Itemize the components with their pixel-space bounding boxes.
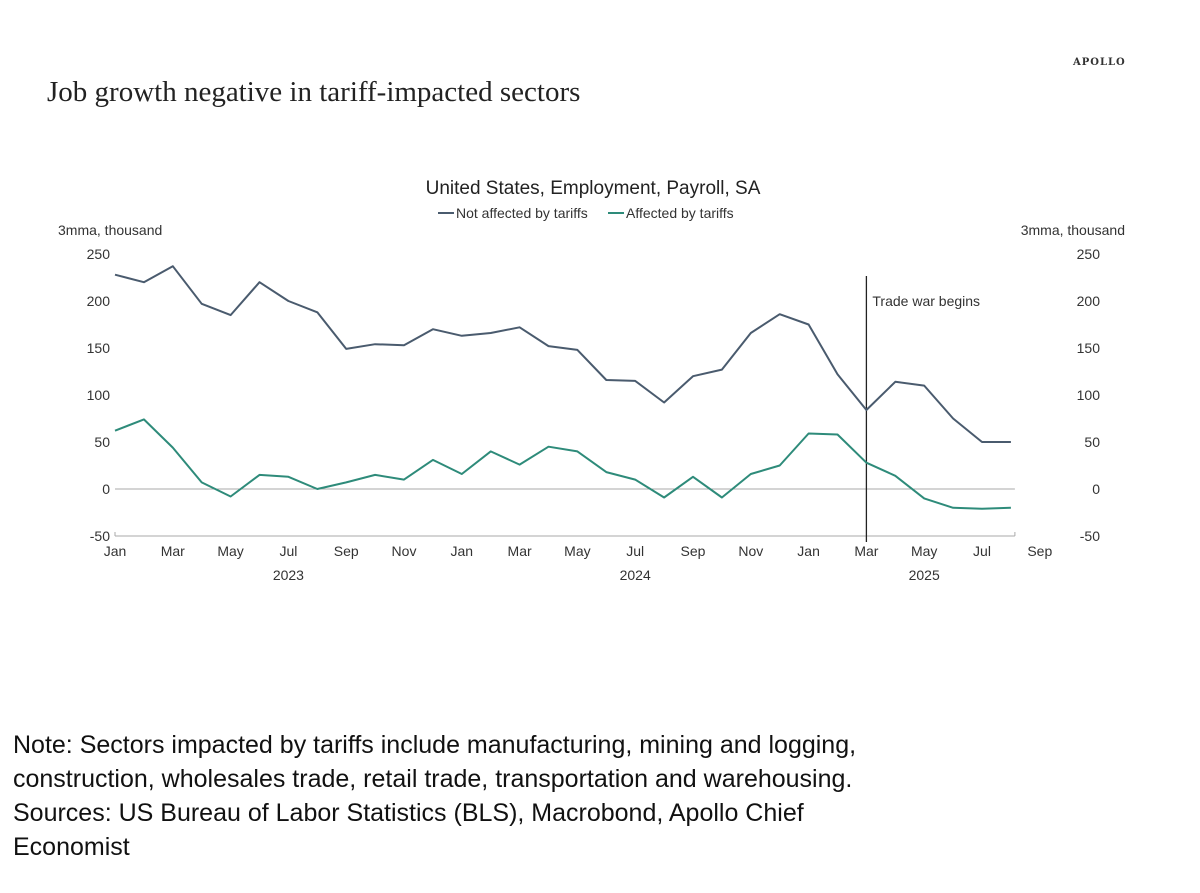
headline: Job growth negative in tariff-impacted s… [47, 76, 581, 108]
note-line: Note: Sectors impacted by tariffs includ… [13, 731, 857, 759]
y-tick-label-left: 250 [87, 246, 111, 262]
x-tick-label: Mar [161, 543, 185, 559]
x-tick-label: May [564, 543, 590, 559]
y-tick-label-left: 200 [87, 293, 111, 309]
legend-label-not-affected: Not affected by tariffs [456, 205, 588, 221]
x-year-label: 2023 [273, 567, 304, 583]
x-tick-label: Mar [508, 543, 532, 559]
note: Note: Sectors impacted by tariffs includ… [13, 728, 1193, 864]
x-year-label: 2025 [909, 567, 940, 583]
x-tick-label: Jan [104, 543, 127, 559]
y-tick-label-left: 50 [94, 434, 110, 450]
y-tick-label-left: 100 [87, 387, 111, 403]
x-tick-label: Nov [738, 543, 763, 559]
y-tick-label-right: 0 [1092, 481, 1100, 497]
y-tick-label-right: 50 [1084, 434, 1100, 450]
x-tick-label: Sep [1027, 543, 1052, 559]
legend: Not affected by tariffs Affected by tari… [438, 205, 734, 221]
x-tick-label: May [217, 543, 243, 559]
y-tick-label-left: 0 [102, 481, 110, 497]
x-tick-label: Sep [681, 543, 706, 559]
y-tick-label-right: 200 [1077, 293, 1101, 309]
x-tick-label: Sep [334, 543, 359, 559]
y-tick-label-left: -50 [90, 528, 110, 544]
brand-logo: APOLLO [1073, 57, 1126, 68]
note-line: construction, wholesales trade, retail t… [13, 765, 853, 793]
y-tick-label-right: 250 [1077, 246, 1101, 262]
y-tick-label-left: 150 [87, 340, 111, 356]
x-tick-label: Mar [854, 543, 878, 559]
x-tick-label: Nov [392, 543, 417, 559]
trade-war-annotation: Trade war begins [872, 293, 980, 309]
x-tick-label: May [911, 543, 937, 559]
x-tick-label: Jan [797, 543, 820, 559]
x-year-label: 2024 [620, 567, 651, 583]
x-tick-label: Jul [973, 543, 991, 559]
y-axis-label-left: 3mma, thousand [58, 222, 162, 238]
note-line: Economist [13, 833, 130, 861]
x-tick-label: Jul [626, 543, 644, 559]
y-tick-label-right: -50 [1080, 528, 1100, 544]
x-tick-label: Jul [279, 543, 297, 559]
series-line-affected [114, 418, 1011, 510]
x-tick-label: Jan [451, 543, 474, 559]
employment-chart: United States, Employment, Payroll, SA N… [58, 178, 1125, 583]
y-tick-label-right: 100 [1077, 387, 1101, 403]
chart-title: United States, Employment, Payroll, SA [426, 178, 761, 199]
y-axis-label-right: 3mma, thousand [1021, 222, 1125, 238]
series-line-not-affected [114, 265, 1011, 443]
y-tick-label-right: 150 [1077, 340, 1101, 356]
note-line: Sources: US Bureau of Labor Statistics (… [13, 799, 804, 827]
legend-label-affected: Affected by tariffs [626, 205, 734, 221]
